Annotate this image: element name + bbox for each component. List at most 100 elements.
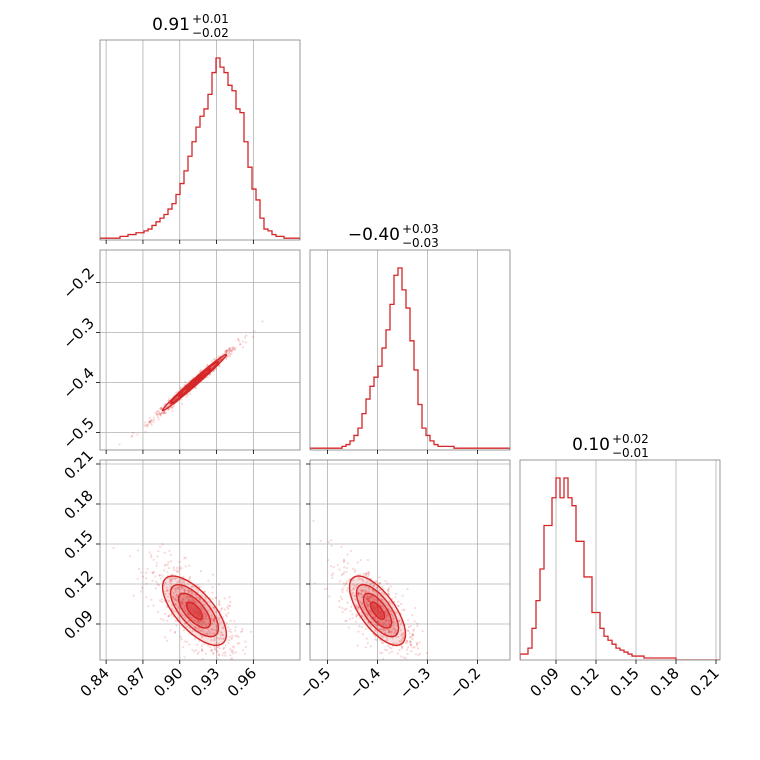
sample-point [162,619,165,622]
sample-point [394,596,397,599]
sample-point [374,617,377,621]
sample-point [222,352,225,356]
sample-point [200,644,204,647]
sample-point [356,644,359,647]
sample-point [193,593,197,596]
sample-point [375,579,378,583]
sample-point [352,588,355,591]
sample-point [182,607,185,610]
sample-point [200,623,203,626]
y-tick-label: −0.2 [59,264,97,302]
sample-point [200,368,203,372]
x-tick-label: 0.84 [77,664,113,700]
sample-point [213,637,216,640]
sample-point [339,595,343,598]
sample-point [222,625,225,628]
sample-point [159,408,162,411]
sample-point [411,646,414,649]
sample-point [170,573,174,576]
sample-point [412,628,415,631]
sample-point [155,413,159,416]
sample-point [390,631,393,634]
sample-point [360,596,363,599]
sample-point [253,330,256,333]
sample-point [224,613,228,616]
sample-point [213,607,216,610]
sample-point [411,613,414,617]
sample-point [198,585,201,589]
sample-point [181,601,184,604]
sample-point [411,637,414,641]
sample-point [140,586,144,589]
scatter-panel-1-2 [309,459,511,661]
sample-point [393,628,396,631]
sample-point [375,624,379,627]
sample-point [211,631,214,635]
sample-point [213,632,216,635]
sample-point [195,601,198,604]
sample-point [378,651,382,654]
sample-point [387,607,390,610]
sample-point [174,619,177,622]
sample-point [180,587,183,590]
sample-point [231,649,234,652]
sample-point [144,430,147,433]
sample-point [357,578,360,581]
sample-point [379,634,383,637]
sample-point [340,588,344,591]
panel-frame [99,249,301,451]
sample-point [206,617,209,620]
sample-point [177,616,180,619]
sample-point [177,586,180,590]
sample-point [210,614,213,617]
sample-point [413,646,416,649]
sample-point [381,627,384,631]
sample-point [203,612,206,616]
sample-point [213,616,216,619]
sample-point [368,611,372,614]
sample-point [183,583,186,586]
sample-point [364,627,367,630]
sample-point [188,615,191,619]
sample-point [177,580,181,583]
x-tick-label: 0.09 [526,664,562,700]
sample-point [161,412,164,415]
sample-point [376,593,379,597]
sample-point [222,647,225,650]
sample-point [395,629,398,632]
sample-point [207,644,210,647]
sample-point [192,600,196,604]
sample-point [166,595,170,598]
sample-point [241,340,244,343]
sample-point [363,590,367,593]
sample-point [330,544,333,547]
sample-point [213,647,216,651]
sample-point [385,648,389,652]
sample-point [164,563,167,566]
sample-point [192,618,196,621]
sample-point [393,617,396,620]
sample-point [328,595,331,598]
sample-point [195,620,199,624]
sample-point [240,630,244,633]
sample-point [184,607,187,610]
sample-point [394,592,398,596]
sample-point [174,598,177,601]
sample-point [191,584,194,588]
sample-point [225,349,229,352]
sample-point [336,563,339,566]
sample-point [138,567,141,571]
sample-point [359,559,362,562]
sample-point [416,624,419,627]
sample-point [356,605,359,608]
sample-point [192,599,196,602]
sample-point [377,620,381,623]
sample-point [229,658,232,660]
sample-point [387,631,390,634]
sample-point [369,609,372,612]
sample-point [185,595,189,599]
sample-point [218,604,221,607]
sample-point [215,624,218,628]
sample-point [128,555,132,558]
sample-point [210,628,213,631]
